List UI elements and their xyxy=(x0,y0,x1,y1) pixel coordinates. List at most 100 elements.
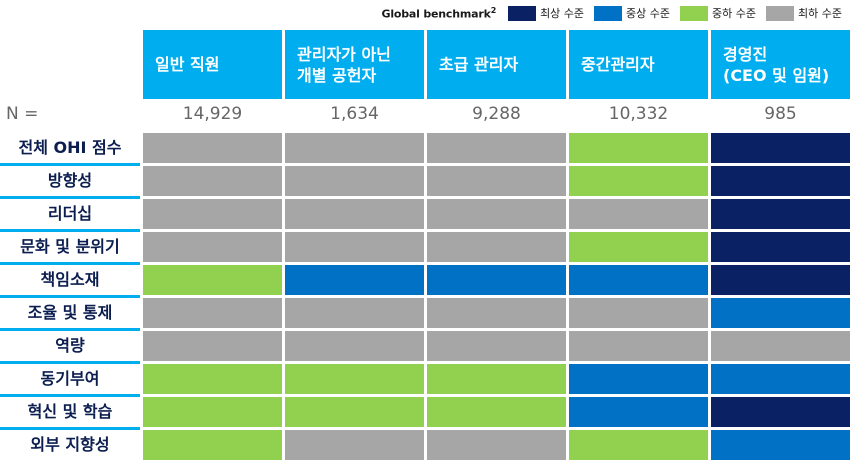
heatmap-cell-bottom xyxy=(285,166,424,196)
heatmap-cell-lower xyxy=(569,133,708,163)
heatmap-cell-bottom xyxy=(427,199,566,229)
heatmap-cell-lower xyxy=(427,364,566,394)
heatmap-cell-bottom xyxy=(143,166,282,196)
row-separator xyxy=(0,262,140,265)
heatmap-cell-bottom xyxy=(285,298,424,328)
heatmap-cell-top xyxy=(711,397,850,427)
heatmap-cell-lower xyxy=(143,364,282,394)
row-separator xyxy=(0,163,140,166)
row-label: 문화 및 분위기 xyxy=(20,237,120,256)
heatmap-cell-lower xyxy=(569,166,708,196)
heatmap-cell-bottom xyxy=(427,430,566,460)
column-header-text: 일반 직원 xyxy=(155,55,220,74)
heatmap-cell-bottom xyxy=(143,331,282,361)
row-separator xyxy=(0,427,140,430)
column-header-text: 중간관리자 xyxy=(581,55,655,74)
row-label: 조율 및 통제 xyxy=(27,303,113,322)
column-header-text: (CEO 및 임원) xyxy=(723,65,830,85)
heatmap-cell-bottom xyxy=(569,331,708,361)
heatmap-cell-upper xyxy=(711,298,850,328)
heatmap-row: 리더십 xyxy=(0,199,854,229)
heatmap-cell-bottom xyxy=(569,199,708,229)
sample-size-value: 10,332 xyxy=(608,104,669,124)
legend-label-upper: 중상 수준 xyxy=(626,7,671,20)
row-separator xyxy=(0,229,140,232)
legend-label-lower: 중하 수준 xyxy=(712,7,757,20)
heatmap-cell-upper xyxy=(569,265,708,295)
heatmap-cell-bottom xyxy=(143,232,282,262)
row-separator xyxy=(0,394,140,397)
heatmap-row: 조율 및 통제 xyxy=(0,298,854,328)
row-label: 외부 지향성 xyxy=(30,435,110,454)
row-separator xyxy=(0,361,140,364)
sample-size-label: N = xyxy=(6,104,39,124)
row-label: 리더십 xyxy=(47,204,93,223)
column-header-junior-manager: 초급 관리자 xyxy=(427,30,566,99)
legend-item-lower: 중하 수준 xyxy=(680,5,762,21)
row-separator xyxy=(0,328,140,331)
heatmap-cell-lower xyxy=(143,430,282,460)
heatmap-cell-bottom xyxy=(285,199,424,229)
row-label: 혁신 및 학습 xyxy=(27,402,113,421)
heatmap-cell-upper xyxy=(711,364,850,394)
column-header-executive: 경영진 (CEO 및 임원) xyxy=(711,30,850,99)
column-header-individual-contributor: 관리자가 아닌 개별 공헌자 xyxy=(285,30,424,99)
heatmap-cell-upper xyxy=(569,397,708,427)
column-header-middle-manager: 중간관리자 xyxy=(569,30,708,99)
sample-size-value: 1,634 xyxy=(330,104,379,124)
heatmap-row: 혁신 및 학습 xyxy=(0,397,854,427)
row-separator xyxy=(0,196,140,199)
heatmap-row: 전체 OHI 점수 xyxy=(0,133,854,163)
sample-size-value: 14,929 xyxy=(182,104,243,124)
heatmap-cell-bottom xyxy=(143,199,282,229)
heatmap-cell-lower xyxy=(427,397,566,427)
column-header-text: 초급 관리자 xyxy=(439,55,519,74)
heatmap-cell-top xyxy=(711,232,850,262)
heatmap-cell-top xyxy=(711,265,850,295)
heatmap-cell-lower xyxy=(143,265,282,295)
column-header-text: 관리자가 아닌 xyxy=(297,44,391,64)
row-label: 동기부여 xyxy=(40,369,100,388)
legend-label-top: 최상 수준 xyxy=(540,7,585,20)
heatmap-cell-top xyxy=(711,199,850,229)
heatmap-cell-bottom xyxy=(143,298,282,328)
heatmap-row: 동기부여 xyxy=(0,364,854,394)
heatmap-cell-bottom xyxy=(285,331,424,361)
heatmap-cell-bottom xyxy=(285,232,424,262)
heatmap-cell-bottom xyxy=(285,133,424,163)
heatmap-cell-lower xyxy=(569,430,708,460)
column-headers: 일반 직원 관리자가 아닌 개별 공헌자 초급 관리자 중간관리자 경영진 (C… xyxy=(143,30,850,99)
legend-swatch-top xyxy=(508,5,537,21)
heatmap-cell-bottom xyxy=(569,298,708,328)
heatmap-row: 책임소재 xyxy=(0,265,854,295)
legend-swatch-lower xyxy=(680,5,709,21)
heatmap-row: 역량 xyxy=(0,331,854,361)
legend-swatch-bottom xyxy=(766,5,795,21)
heatmap-cell-bottom xyxy=(285,430,424,460)
sample-size-value: 9,288 xyxy=(472,104,521,124)
sample-size-value: 985 xyxy=(764,104,797,124)
heatmap-row: 외부 지향성 xyxy=(0,430,854,460)
legend-label-bottom: 최하 수준 xyxy=(798,7,842,20)
heatmap-row: 방향성 xyxy=(0,166,854,196)
column-header-text: 경영진 xyxy=(723,44,768,64)
heatmap-cell-lower xyxy=(285,364,424,394)
heatmap-cell-upper xyxy=(427,265,566,295)
heatmap-cell-lower xyxy=(143,397,282,427)
row-label: 전체 OHI 점수 xyxy=(18,138,122,157)
legend-item-bottom: 최하 수준 xyxy=(766,5,848,21)
legend-item-top: 최상 수준 xyxy=(508,5,590,21)
heatmap-cell-bottom xyxy=(711,331,850,361)
heatmap-cell-top xyxy=(711,133,850,163)
heatmap-row: 문화 및 분위기 xyxy=(0,232,854,262)
legend: Global benchmark2 최상 수준 중상 수준 중하 수준 최하 수… xyxy=(381,4,848,22)
heatmap-cell-lower xyxy=(285,397,424,427)
heatmap-cell-upper xyxy=(569,364,708,394)
legend-swatch-upper xyxy=(594,5,623,21)
row-label: 책임소재 xyxy=(40,270,100,289)
heatmap-cell-bottom xyxy=(143,133,282,163)
heatmap-cell-upper xyxy=(711,430,850,460)
column-header-staff: 일반 직원 xyxy=(143,30,282,99)
sample-size-row: N = 14,929 1,634 9,288 10,332 985 xyxy=(0,100,854,130)
heatmap-cell-bottom xyxy=(427,331,566,361)
